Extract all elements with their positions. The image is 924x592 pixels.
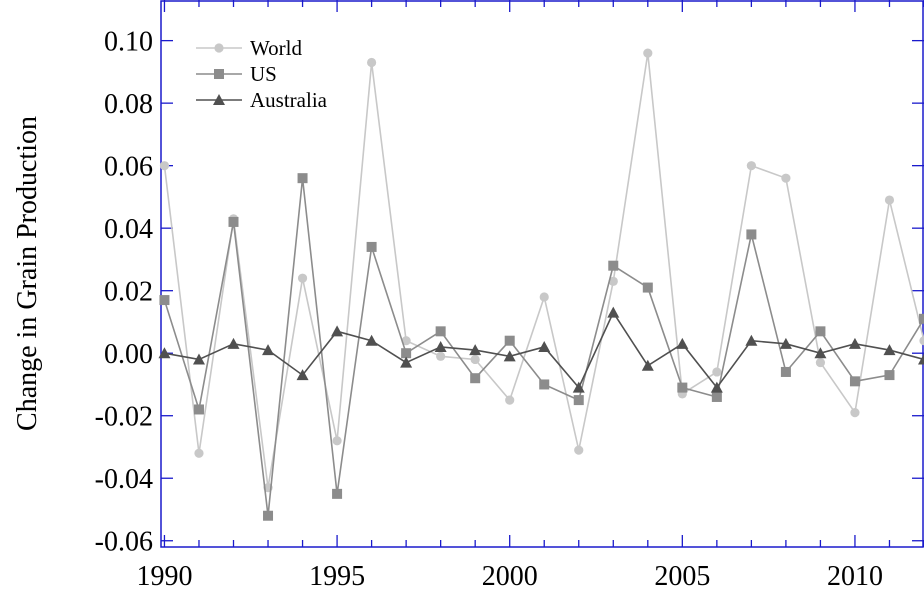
data-point-us xyxy=(401,348,412,359)
data-point-us xyxy=(435,326,446,337)
data-point-us xyxy=(297,173,308,184)
data-point-australia xyxy=(848,337,861,349)
data-point-us xyxy=(470,373,481,384)
data-point-world xyxy=(608,276,618,286)
data-point-australia xyxy=(779,337,792,349)
data-point-world xyxy=(746,161,756,171)
y-tick-label: -0.04 xyxy=(95,464,153,495)
y-tick-label: 0.08 xyxy=(104,89,153,120)
data-point-world xyxy=(574,445,584,455)
data-point-australia xyxy=(296,369,309,381)
data-point-world xyxy=(194,448,204,458)
data-point-australia xyxy=(607,306,620,318)
data-point-world xyxy=(919,336,924,346)
data-point-australia xyxy=(227,337,240,349)
data-point-us xyxy=(539,379,550,390)
data-point-world xyxy=(712,367,722,377)
data-point-us xyxy=(849,376,860,387)
data-point-world xyxy=(332,436,342,446)
y-tick-label: 0.10 xyxy=(104,27,153,58)
data-point-us xyxy=(159,295,170,306)
tick-labels: 1990 1995 2000 2005 2010 -0.06 -0.04 -0.02 0.00 0… xyxy=(95,27,883,592)
data-point-us xyxy=(919,313,924,324)
legend-marker-us xyxy=(214,69,224,79)
legend-entry-world: World xyxy=(196,36,302,60)
legend-entry-australia: Australia xyxy=(196,88,328,112)
data-point-us xyxy=(884,370,895,381)
y-tick-label: -0.02 xyxy=(95,402,153,433)
data-point-us xyxy=(677,382,688,393)
data-point-us xyxy=(711,391,722,402)
data-point-us xyxy=(193,404,204,415)
y-tick-label: 0.02 xyxy=(104,277,153,308)
data-point-world xyxy=(297,273,308,283)
plot-frame xyxy=(160,0,924,548)
data-point-us xyxy=(504,335,515,346)
data-point-us xyxy=(573,395,584,406)
data-point-australia xyxy=(676,337,689,349)
x-tick-label: 2000 xyxy=(482,561,538,592)
data-point-world xyxy=(643,48,653,58)
data-point-us xyxy=(815,326,826,337)
legend-entry-us: US xyxy=(196,62,277,86)
data-point-world xyxy=(884,195,895,205)
data-point-australia xyxy=(365,334,378,346)
data-point-australia xyxy=(572,381,585,393)
legend-label-australia: Australia xyxy=(250,88,328,112)
y-tick-label: 0.04 xyxy=(104,214,153,245)
data-point-world xyxy=(401,336,411,346)
data-point-us xyxy=(263,510,274,521)
x-tick-label: 2010 xyxy=(827,561,883,592)
series-line-world xyxy=(163,53,924,488)
data-point-world xyxy=(159,161,170,171)
data-point-australia xyxy=(192,353,205,365)
data-point-world xyxy=(505,395,515,405)
series-australia xyxy=(158,306,924,393)
data-point-australia xyxy=(918,353,924,365)
legend-label-us: US xyxy=(250,62,277,86)
data-point-australia xyxy=(710,381,723,393)
data-point-world xyxy=(367,57,377,68)
data-point-world xyxy=(436,351,446,361)
data-point-world xyxy=(470,354,480,365)
legend-label-world: World xyxy=(250,36,302,60)
series-group xyxy=(158,48,924,521)
legend-marker-world xyxy=(214,43,224,53)
data-point-us xyxy=(746,229,757,240)
data-point-world xyxy=(539,292,549,302)
data-point-world xyxy=(850,407,860,418)
data-point-australia xyxy=(641,359,654,371)
y-axis-label: Change in Grain Production xyxy=(12,116,43,431)
series-world xyxy=(159,48,924,493)
data-point-world xyxy=(815,357,826,368)
data-point-australia xyxy=(158,347,171,359)
data-point-us xyxy=(366,241,377,252)
series-us xyxy=(159,173,924,521)
data-point-australia xyxy=(538,340,551,352)
data-point-australia xyxy=(262,344,275,356)
data-point-australia xyxy=(814,347,827,359)
data-point-australia xyxy=(503,350,516,362)
data-point-australia xyxy=(883,344,896,356)
x-tick-label: 1990 xyxy=(136,561,192,592)
data-point-australia xyxy=(469,344,482,356)
data-point-australia xyxy=(745,334,758,346)
data-point-australia xyxy=(434,340,447,352)
data-point-us xyxy=(642,282,653,293)
x-tick-label: 1995 xyxy=(309,561,365,592)
data-point-us xyxy=(332,488,343,499)
data-point-australia xyxy=(400,356,413,368)
data-point-australia xyxy=(331,325,344,337)
y-tick-label: -0.06 xyxy=(95,527,153,558)
x-tick-label: 2005 xyxy=(654,561,710,592)
y-tick-label: 0.00 xyxy=(104,339,153,370)
y-tick-label: 0.06 xyxy=(104,152,153,183)
data-point-us xyxy=(228,216,239,227)
data-point-us xyxy=(780,366,791,377)
legend-marker-australia xyxy=(213,94,225,105)
data-point-world xyxy=(781,173,791,183)
data-point-us xyxy=(608,260,619,271)
